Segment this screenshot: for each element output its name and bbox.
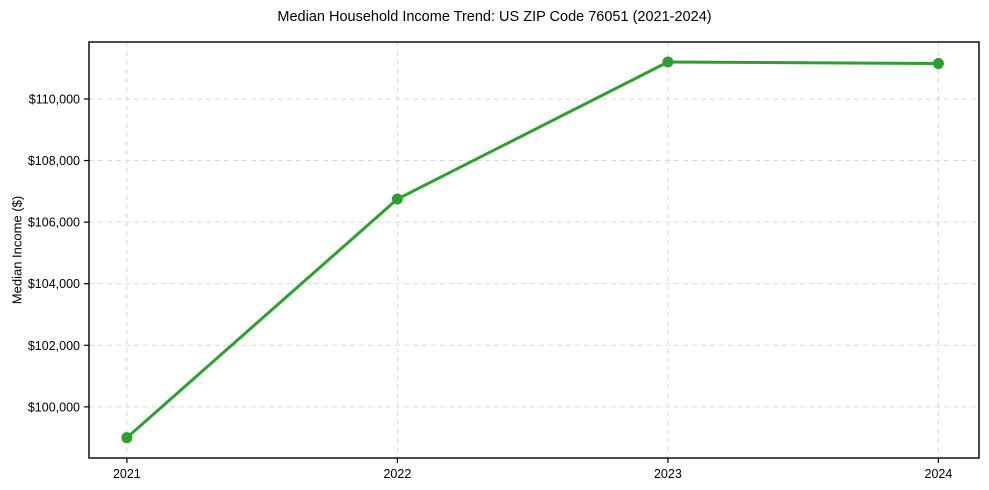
data-point <box>391 193 403 205</box>
data-line <box>125 60 940 440</box>
y-tick-label: $104,000 <box>28 277 80 291</box>
data-point <box>121 432 133 444</box>
chart-title: Median Household Income Trend: US ZIP Co… <box>277 9 712 25</box>
data-point <box>932 58 944 70</box>
y-tick-label: $100,000 <box>28 400 80 414</box>
data-point <box>662 56 674 68</box>
x-tick-label: 2021 <box>113 467 141 481</box>
y-tick-label: $106,000 <box>28 216 80 230</box>
x-tick-label: 2022 <box>383 467 411 481</box>
y-tick-label: $110,000 <box>29 92 80 106</box>
plot-border <box>88 41 980 459</box>
y-tick-label: $102,000 <box>28 339 80 353</box>
y-tick-label: $108,000 <box>28 154 80 168</box>
x-tick-label: 2024 <box>925 467 953 481</box>
x-tick-label: 2023 <box>654 467 682 481</box>
